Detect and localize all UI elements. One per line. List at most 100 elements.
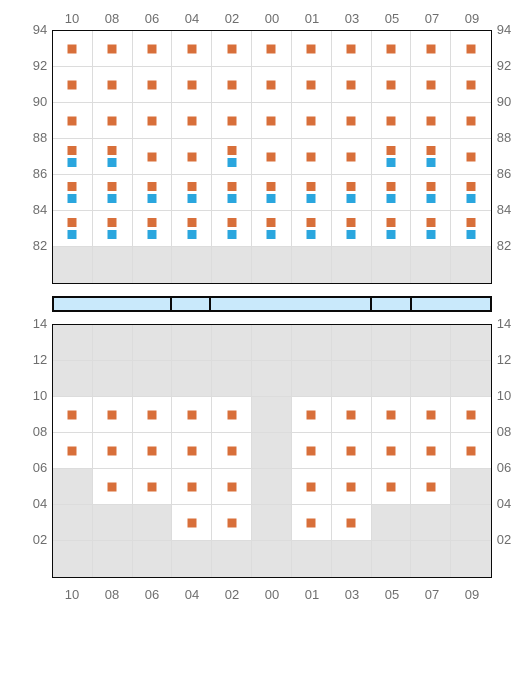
grid-cell[interactable] (172, 31, 212, 67)
grid-cell[interactable] (451, 139, 491, 175)
grid-cell[interactable] (172, 211, 212, 247)
grid-cell[interactable] (53, 67, 93, 103)
grid-cell[interactable] (451, 211, 491, 247)
grid-cell[interactable] (133, 247, 173, 283)
grid-cell[interactable] (252, 325, 292, 361)
grid-cell[interactable] (252, 139, 292, 175)
grid-cell[interactable] (252, 31, 292, 67)
grid-cell[interactable] (372, 433, 412, 469)
grid-cell[interactable] (292, 103, 332, 139)
grid-cell[interactable] (93, 67, 133, 103)
grid-cell[interactable] (212, 139, 252, 175)
grid-cell[interactable] (372, 211, 412, 247)
grid-cell[interactable] (252, 505, 292, 541)
grid-cell[interactable] (252, 103, 292, 139)
grid-cell[interactable] (372, 397, 412, 433)
grid-cell[interactable] (93, 325, 133, 361)
grid-cell[interactable] (93, 469, 133, 505)
grid-cell[interactable] (252, 67, 292, 103)
grid-cell[interactable] (332, 433, 372, 469)
grid-cell[interactable] (451, 325, 491, 361)
grid-cell[interactable] (332, 469, 372, 505)
grid-cell[interactable] (212, 247, 252, 283)
grid-cell[interactable] (212, 361, 252, 397)
grid-cell[interactable] (212, 433, 252, 469)
grid-cell[interactable] (93, 103, 133, 139)
grid-cell[interactable] (133, 139, 173, 175)
grid-cell[interactable] (133, 505, 173, 541)
grid-cell[interactable] (252, 469, 292, 505)
grid-cell[interactable] (372, 67, 412, 103)
grid-cell[interactable] (53, 211, 93, 247)
grid-cell[interactable] (292, 139, 332, 175)
grid-cell[interactable] (411, 541, 451, 577)
grid-cell[interactable] (172, 469, 212, 505)
grid-cell[interactable] (451, 433, 491, 469)
grid-cell[interactable] (252, 433, 292, 469)
grid-cell[interactable] (172, 397, 212, 433)
grid-cell[interactable] (372, 469, 412, 505)
grid-cell[interactable] (93, 541, 133, 577)
grid-cell[interactable] (372, 541, 412, 577)
grid-cell[interactable] (93, 433, 133, 469)
grid-cell[interactable] (411, 361, 451, 397)
grid-cell[interactable] (93, 139, 133, 175)
grid-cell[interactable] (451, 31, 491, 67)
grid-cell[interactable] (372, 103, 412, 139)
grid-cell[interactable] (172, 433, 212, 469)
grid-cell[interactable] (411, 211, 451, 247)
grid-cell[interactable] (292, 175, 332, 211)
grid-cell[interactable] (292, 397, 332, 433)
grid-cell[interactable] (451, 175, 491, 211)
grid-cell[interactable] (133, 175, 173, 211)
grid-cell[interactable] (53, 247, 93, 283)
grid-cell[interactable] (411, 31, 451, 67)
grid-cell[interactable] (53, 31, 93, 67)
grid-cell[interactable] (372, 139, 412, 175)
grid-cell[interactable] (53, 139, 93, 175)
grid-cell[interactable] (53, 103, 93, 139)
grid-cell[interactable] (53, 175, 93, 211)
grid-cell[interactable] (133, 541, 173, 577)
grid-cell[interactable] (372, 31, 412, 67)
grid-cell[interactable] (212, 31, 252, 67)
grid-cell[interactable] (292, 325, 332, 361)
grid-cell[interactable] (451, 469, 491, 505)
grid-cell[interactable] (332, 361, 372, 397)
grid-cell[interactable] (93, 247, 133, 283)
grid-cell[interactable] (133, 469, 173, 505)
grid-cell[interactable] (451, 67, 491, 103)
grid-cell[interactable] (133, 31, 173, 67)
grid-cell[interactable] (332, 31, 372, 67)
grid-cell[interactable] (411, 433, 451, 469)
grid-cell[interactable] (212, 397, 252, 433)
grid-cell[interactable] (332, 211, 372, 247)
grid-cell[interactable] (53, 541, 93, 577)
grid-cell[interactable] (133, 67, 173, 103)
grid-cell[interactable] (372, 505, 412, 541)
grid-cell[interactable] (133, 433, 173, 469)
grid-cell[interactable] (93, 361, 133, 397)
grid-cell[interactable] (212, 469, 252, 505)
grid-cell[interactable] (172, 247, 212, 283)
grid-cell[interactable] (451, 247, 491, 283)
grid-cell[interactable] (252, 175, 292, 211)
grid-cell[interactable] (332, 541, 372, 577)
grid-cell[interactable] (292, 211, 332, 247)
grid-cell[interactable] (133, 211, 173, 247)
grid-cell[interactable] (292, 469, 332, 505)
grid-cell[interactable] (332, 397, 372, 433)
grid-cell[interactable] (172, 103, 212, 139)
grid-cell[interactable] (212, 103, 252, 139)
grid-cell[interactable] (53, 361, 93, 397)
grid-cell[interactable] (451, 505, 491, 541)
grid-cell[interactable] (292, 361, 332, 397)
grid-cell[interactable] (212, 67, 252, 103)
grid-cell[interactable] (451, 397, 491, 433)
grid-cell[interactable] (172, 361, 212, 397)
grid-cell[interactable] (252, 247, 292, 283)
grid-cell[interactable] (292, 505, 332, 541)
grid-cell[interactable] (292, 433, 332, 469)
grid-cell[interactable] (332, 175, 372, 211)
grid-cell[interactable] (411, 139, 451, 175)
